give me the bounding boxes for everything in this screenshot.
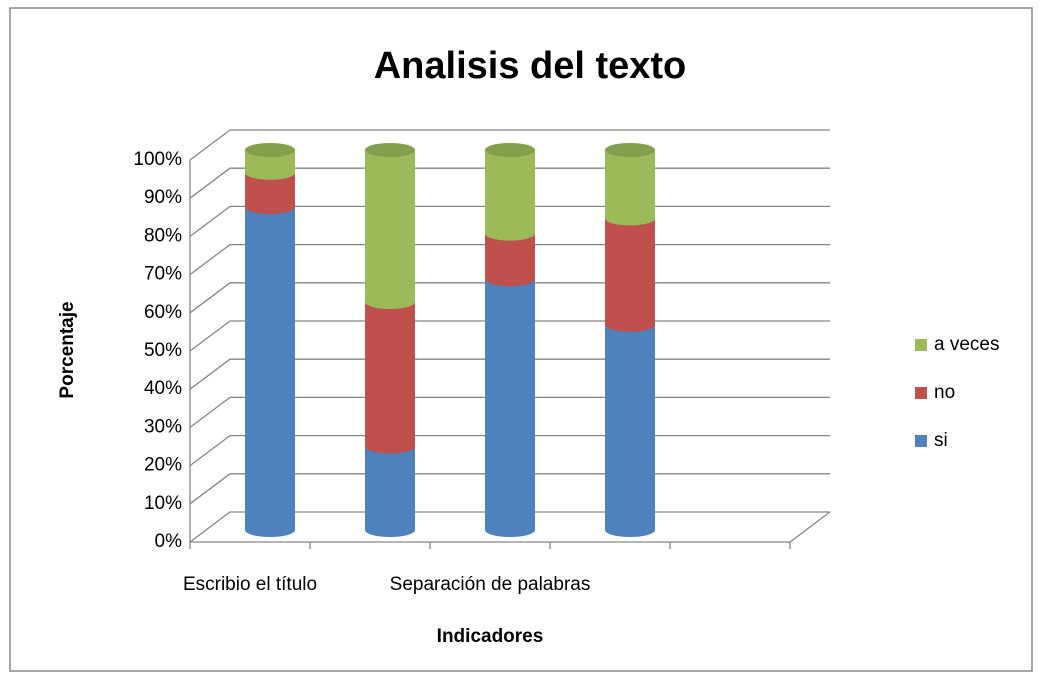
bar-bottom bbox=[245, 200, 295, 214]
x-tick-label: Separación de palabras bbox=[390, 574, 591, 595]
bar-body bbox=[605, 218, 655, 325]
y-tick-label: 60% bbox=[144, 302, 182, 323]
bar-segment bbox=[485, 226, 535, 287]
bar-top bbox=[365, 143, 415, 157]
legend-label: no bbox=[934, 382, 955, 403]
bar-body bbox=[485, 233, 535, 280]
legend-swatch bbox=[915, 339, 927, 351]
bar-bottom bbox=[245, 165, 295, 180]
bar-segment bbox=[365, 295, 415, 454]
bar-segment bbox=[365, 439, 415, 537]
legend-label: si bbox=[934, 430, 948, 451]
bar-top bbox=[605, 143, 655, 157]
bar-segment bbox=[245, 143, 295, 180]
bar-segment bbox=[245, 200, 295, 537]
bar-bottom bbox=[485, 523, 535, 537]
y-tick-label: 80% bbox=[144, 225, 182, 246]
bar-body bbox=[245, 207, 295, 530]
y-tick-label: 100% bbox=[133, 149, 182, 170]
y-tick-label: 70% bbox=[144, 264, 182, 285]
bar-segment bbox=[605, 143, 655, 226]
bar-bottom bbox=[365, 439, 415, 454]
bar-bottom bbox=[365, 295, 415, 309]
y-tick-label: 0% bbox=[155, 531, 183, 552]
y-axis-title: Porcentaje bbox=[57, 301, 78, 398]
x-axis-title: Indicadores bbox=[437, 626, 544, 647]
legend-label: a veces bbox=[934, 334, 999, 355]
bar-bottom bbox=[245, 523, 295, 537]
bar-segment bbox=[605, 317, 655, 537]
y-tick-label: 30% bbox=[144, 416, 182, 437]
bar-body bbox=[365, 150, 415, 302]
bar-segment bbox=[485, 143, 535, 241]
grid-line bbox=[189, 129, 830, 161]
bar-bottom bbox=[485, 226, 535, 241]
bar-body bbox=[605, 150, 655, 219]
bar-bottom bbox=[485, 272, 535, 287]
legend-swatch bbox=[915, 387, 927, 399]
y-tick-label: 20% bbox=[144, 455, 182, 476]
bar-segment bbox=[485, 272, 535, 537]
bar-body bbox=[365, 302, 415, 447]
bar-bottom bbox=[605, 317, 655, 332]
y-tick-label: 50% bbox=[144, 340, 182, 361]
bar-body bbox=[485, 279, 535, 530]
y-tick-label: 10% bbox=[144, 493, 182, 514]
bar-segment bbox=[605, 211, 655, 332]
bar-bottom bbox=[605, 523, 655, 537]
bar-top bbox=[245, 143, 295, 157]
bar-bottom bbox=[605, 211, 655, 226]
y-tick-label: 90% bbox=[144, 187, 182, 208]
bar-bottom bbox=[365, 523, 415, 537]
bar-body bbox=[485, 150, 535, 234]
legend-swatch bbox=[915, 435, 927, 447]
y-tick-label: 40% bbox=[144, 378, 182, 399]
bar-body bbox=[605, 324, 655, 530]
x-tick-label: Escribio el título bbox=[183, 574, 317, 595]
chart-title: Analisis del texto bbox=[374, 45, 687, 87]
bar-body bbox=[365, 446, 415, 530]
bar-top bbox=[485, 143, 535, 157]
bar-segment bbox=[365, 143, 415, 309]
